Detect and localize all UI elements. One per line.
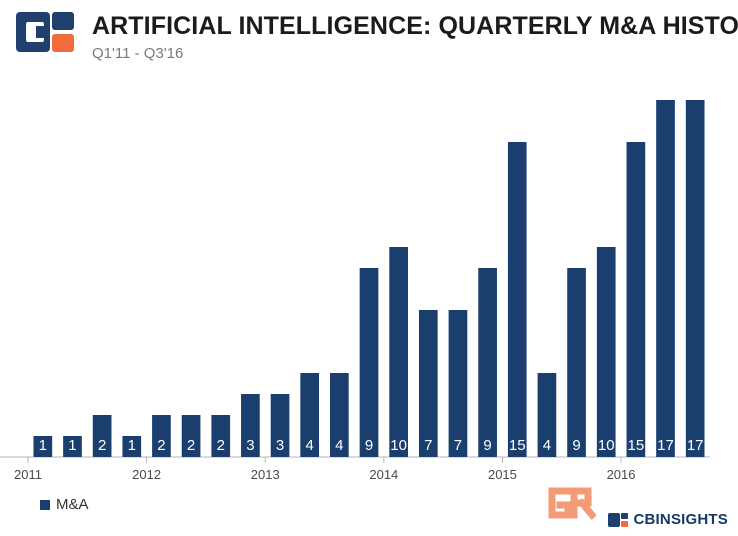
bar — [122, 436, 142, 457]
x-tick-label: 2013 — [251, 467, 280, 482]
x-tick-label: 2015 — [488, 467, 517, 482]
x-tick-label: 2016 — [607, 467, 636, 482]
bar — [685, 100, 705, 457]
bar-value-label: 17 — [657, 437, 674, 454]
bar — [389, 247, 408, 457]
bar-value-label: 4 — [543, 437, 551, 454]
bar-value-label: 9 — [365, 437, 373, 454]
bar-value-label: 10 — [390, 437, 407, 454]
legend-swatch — [40, 499, 50, 510]
cb-insights-logo-icon — [16, 12, 74, 52]
x-tick-label: 2012 — [132, 467, 161, 482]
bar-value-label: 15 — [628, 437, 645, 454]
bar-value-label: 9 — [483, 437, 491, 454]
bar — [241, 394, 260, 457]
bar-value-label: 7 — [454, 437, 462, 454]
cb-insights-brand: CBINSIGHTS — [608, 511, 728, 528]
bar-value-label: 4 — [306, 437, 314, 454]
bar — [448, 310, 468, 457]
legend-label: M&A — [56, 496, 89, 513]
bar — [330, 373, 349, 457]
cb-insights-brand-icon — [608, 512, 629, 527]
bar-value-label: 9 — [572, 437, 580, 454]
bar — [63, 436, 82, 457]
bar-value-label: 7 — [424, 437, 432, 454]
bar — [418, 310, 438, 457]
bar — [300, 373, 320, 457]
bar — [507, 142, 527, 457]
bar-value-label: 3 — [276, 437, 284, 454]
bar-value-label: 2 — [187, 437, 195, 454]
bar — [181, 415, 201, 457]
bar-value-label: 2 — [157, 437, 165, 454]
gr-watermark-icon — [548, 487, 596, 520]
bar — [537, 373, 557, 457]
bar-value-label: 1 — [128, 437, 136, 454]
bar — [656, 100, 675, 457]
bar — [596, 247, 616, 457]
bar-value-label: 2 — [98, 437, 106, 454]
bar — [626, 142, 646, 457]
brand-text: CBINSIGHTS — [633, 511, 728, 528]
bar — [359, 268, 379, 457]
bar — [211, 415, 231, 457]
x-tick-label: 2011 — [14, 467, 42, 482]
bar-value-label: 1 — [68, 437, 76, 454]
bar-value-label: 10 — [598, 437, 615, 454]
bar — [478, 268, 497, 457]
bar-value-label: 2 — [217, 437, 225, 454]
brand-cb-text: CB — [633, 511, 656, 528]
legend: M&A — [40, 496, 89, 513]
bar-value-label: 4 — [335, 437, 343, 454]
bar-value-label: 17 — [687, 437, 704, 454]
bar-value-label: 1 — [39, 437, 47, 454]
bar-value-label: 15 — [509, 437, 526, 454]
chart-header: ARTIFICIAL INTELLIGENCE: QUARTERLY M&A H… — [14, 10, 738, 68]
bar — [33, 436, 53, 457]
bar-value-label: 3 — [246, 437, 254, 454]
bar — [567, 268, 586, 457]
bar — [152, 415, 171, 457]
chart-title: ARTIFICIAL INTELLIGENCE: QUARTERLY M&A H… — [92, 12, 738, 40]
bar — [270, 394, 290, 457]
x-tick-label: 2014 — [369, 467, 398, 482]
bar — [92, 415, 112, 457]
brand-insights-text: INSIGHTS — [655, 511, 728, 528]
chart-subtitle: Q1'11 - Q3'16 — [92, 45, 184, 62]
